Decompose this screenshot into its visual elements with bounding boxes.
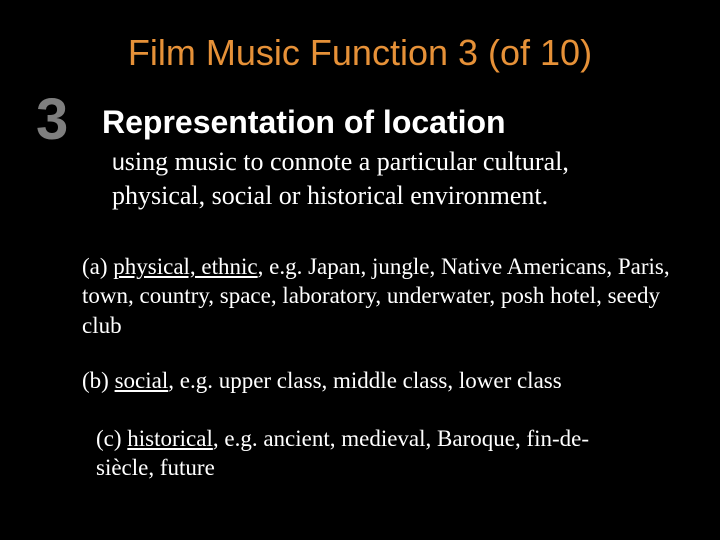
function-number: 3 [36, 86, 68, 153]
description-lead-char: u [112, 149, 125, 175]
item-b-prefix: (b) [82, 368, 115, 393]
description-text: using music to connote a particular cult… [112, 145, 650, 213]
example-item-b: (b) social, e.g. upper class, middle cla… [82, 366, 660, 395]
item-b-underline: social [115, 368, 169, 393]
slide-title: Film Music Function 3 (of 10) [0, 32, 720, 74]
item-c-underline: historical [127, 426, 213, 451]
example-item-c: (c) historical, e.g. ancient, medieval, … [96, 424, 600, 483]
item-c-prefix: (c) [96, 426, 127, 451]
item-b-rest: , e.g. upper class, middle class, lower … [168, 368, 561, 393]
description-rest: sing music to connote a particular cultu… [112, 147, 569, 210]
item-a-prefix: (a) [82, 254, 113, 279]
slide-subtitle: Representation of location [102, 104, 506, 141]
example-item-a: (a) physical, ethnic, e.g. Japan, jungle… [82, 252, 680, 340]
item-a-underline: physical, ethnic [113, 254, 257, 279]
